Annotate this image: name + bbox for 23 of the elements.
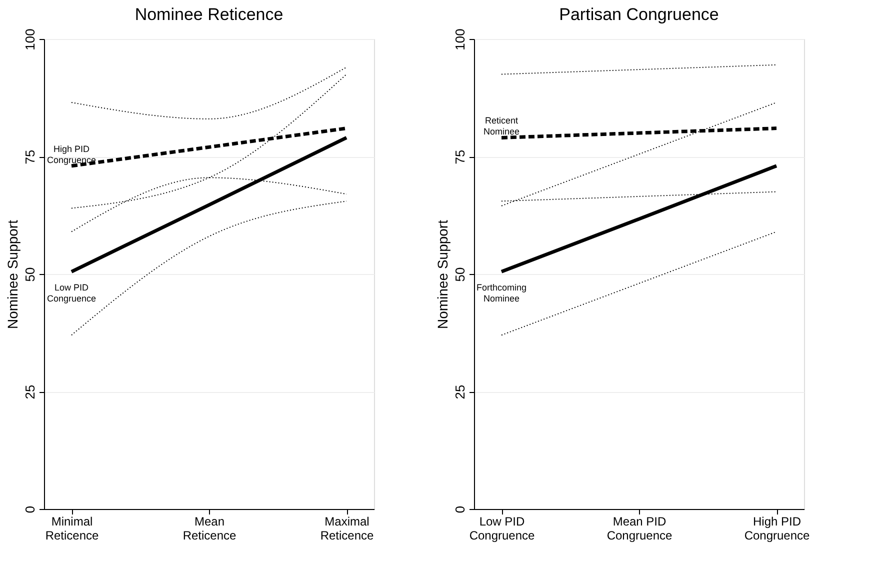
y-axis-title: Nominee Support (4, 220, 20, 329)
y-tick-label: 75 (22, 150, 38, 164)
x-tick-label: Mean PID Congruence (606, 514, 673, 542)
x-tick-label: Minimal Reticence (45, 514, 99, 542)
x-tick-label: Mean Reticence (182, 514, 236, 542)
y-tick-label: 100 (452, 28, 468, 50)
y-tick-label: 75 (452, 150, 468, 164)
y-tick-label: 50 (22, 267, 38, 282)
chart-title: Nominee Reticence (134, 5, 284, 24)
y-tick-label: 0 (452, 506, 468, 514)
text: Low PID Congruence (46, 282, 96, 304)
y-tick-label: 0 (22, 506, 38, 514)
series-label: Reticent Nominee (483, 116, 520, 137)
y-axis-title: Nominee Support (434, 220, 450, 329)
y-tick-label: 25 (22, 384, 38, 400)
y-tick-label: 25 (452, 384, 468, 400)
x-tick-label: Maximal Reticence (320, 514, 374, 542)
y-tick-label: 100 (22, 28, 38, 50)
chart-title: Partisan Congruence (559, 5, 719, 24)
text: Forthcoming Nominee (476, 282, 527, 304)
x-tick-label: High PID Congruence (744, 514, 810, 542)
y-tick-label: 50 (452, 267, 468, 282)
x-tick-label: Low PID Congruence (469, 514, 536, 542)
